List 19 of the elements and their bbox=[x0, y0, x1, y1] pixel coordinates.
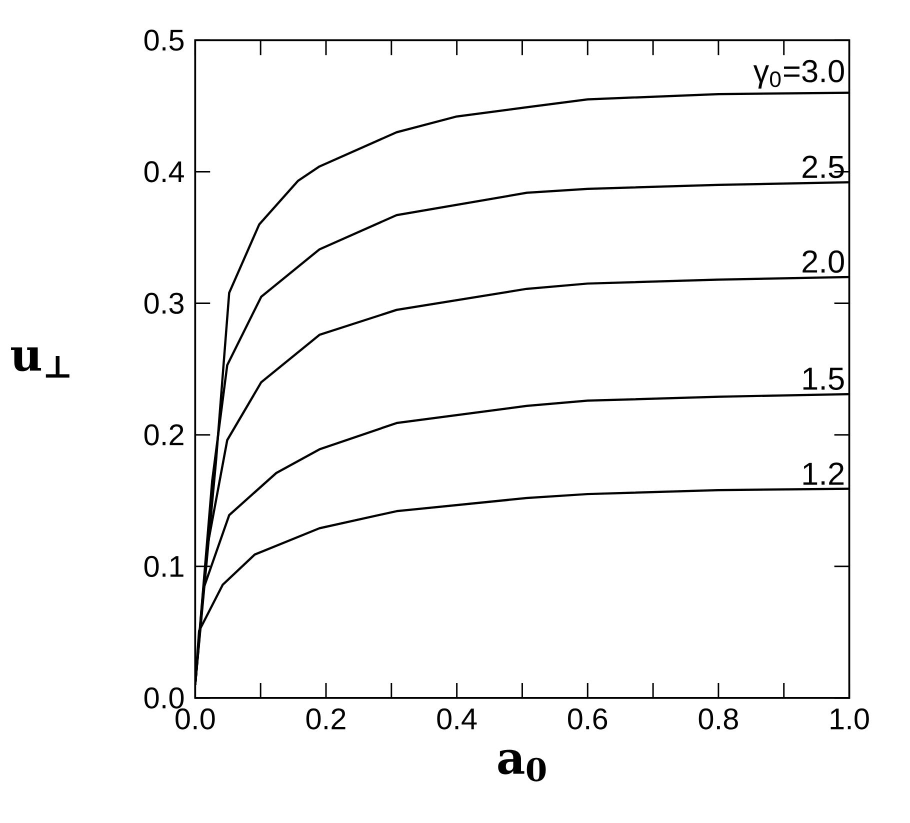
series-label: 2.0 bbox=[802, 250, 844, 273]
y-tick-label: 0.2 bbox=[144, 424, 184, 446]
y-tick-label: 0.5 bbox=[144, 29, 184, 51]
legend-label: γ$_{0}$=3.0 bbox=[753, 60, 844, 89]
x-axis-title: a$_{0}$ bbox=[498, 750, 546, 782]
x-tick-label: 0.4 bbox=[437, 708, 477, 730]
y-tick-label: 0.4 bbox=[144, 161, 184, 182]
x-tick-label: 0.8 bbox=[698, 708, 738, 730]
x-tick-label: 0.0 bbox=[176, 708, 215, 730]
y-tick-label: 0.3 bbox=[144, 292, 184, 314]
x-tick-label: 0.6 bbox=[568, 708, 608, 730]
y-axis-title: u$_{⊥}$ bbox=[10, 347, 70, 378]
series-label: 2.5 bbox=[802, 156, 844, 178]
legend-label: 1.2 bbox=[803, 462, 844, 485]
series-label: 1.5 bbox=[803, 368, 844, 390]
x-tick-label: 1.0 bbox=[830, 708, 869, 730]
x-tick-label: 0.2 bbox=[306, 708, 346, 730]
y-tick-label: 0.0 bbox=[144, 687, 184, 708]
y-tick-label: 0.1 bbox=[144, 556, 184, 577]
